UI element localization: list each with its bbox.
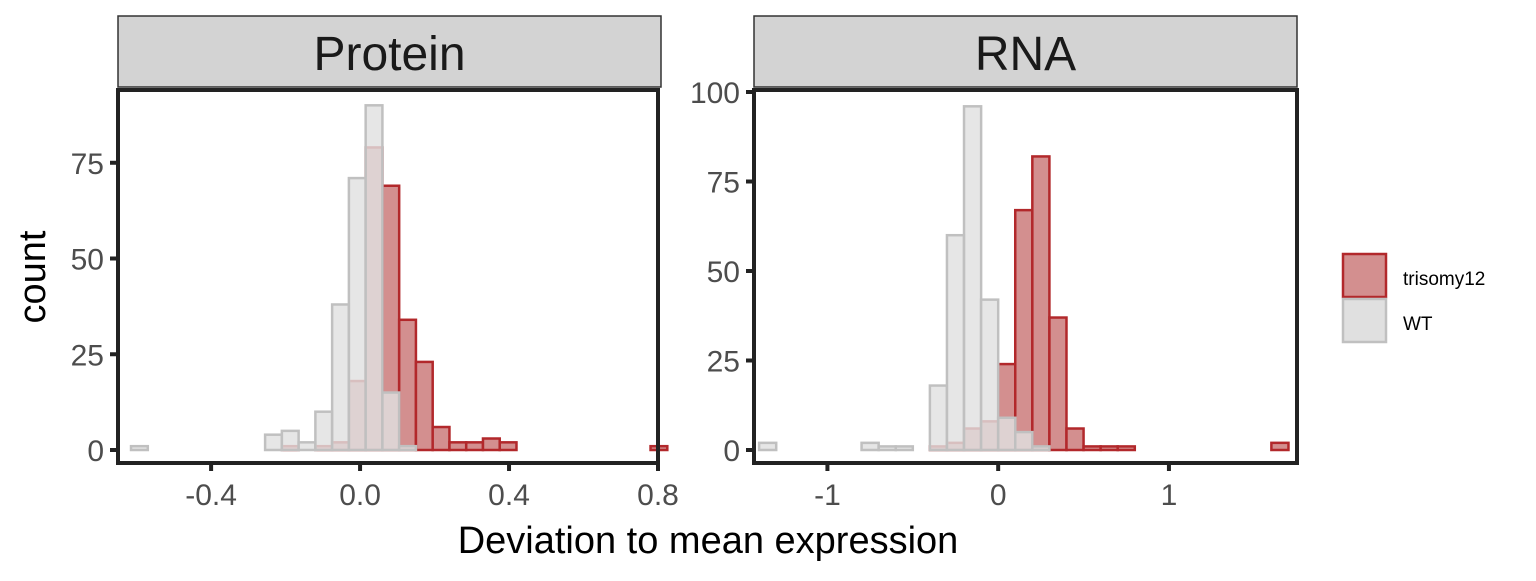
bar-rna-trisomy12-18: [1065, 427, 1085, 452]
y-axis-title: count: [12, 230, 54, 323]
y-tick-label-protein-0: 0: [87, 435, 104, 468]
bar-protein-wt-14: [364, 104, 384, 452]
legend-label-wt: WT: [1403, 314, 1433, 335]
bars-rna: [757, 105, 1290, 452]
bar-protein-wt-0: [129, 444, 150, 452]
bar-rna-wt-6: [860, 441, 880, 452]
bar-rna-wt-15: [1014, 430, 1034, 452]
x-tick-label-protein-2: 0.4: [488, 479, 530, 512]
y-axis-rna: 0 25 50 75 100: [690, 77, 754, 468]
bar-protein-trisomy12-18: [431, 425, 451, 452]
bar-protein-wt-9: [280, 429, 300, 452]
y-tick-label-rna-3: 75: [707, 167, 740, 200]
bar-rna-wt-11: [945, 233, 966, 452]
x-tick-label-protein-1: 0.0: [339, 479, 381, 512]
x-tick-label-protein-0: -0.4: [185, 479, 237, 512]
x-tick-label-protein-3: 0.8: [637, 479, 679, 512]
legend-key-trisomy12: [1341, 252, 1388, 299]
bar-rna-wt-10: [928, 384, 949, 452]
plot-border-rna: [752, 88, 1299, 465]
bar-protein-wt-16: [397, 444, 418, 452]
panel-rna: RNA 0 25 50 75 100 -1 0 1: [690, 15, 1299, 512]
bar-protein-wt-11: [314, 410, 334, 452]
strip-rna: [753, 15, 1298, 88]
bar-protein-trisomy12-22: [498, 441, 518, 452]
bar-rna-trisomy12-17: [1048, 316, 1068, 452]
y-tick-label-protein-2: 50: [71, 244, 104, 277]
legend-key-wt: [1341, 297, 1388, 344]
bar-protein-trisomy12-19: [448, 441, 468, 452]
x-axis-protein: -0.4 0.0 0.4 0.8: [185, 463, 679, 512]
legend: trisomy12 WT: [1341, 252, 1485, 344]
bar-rna-wt-8: [894, 445, 915, 452]
y-axis-protein: 0 25 50 75: [71, 148, 118, 468]
bar-protein-trisomy12-21: [481, 437, 501, 452]
x-tick-label-rna-2: 1: [1161, 479, 1178, 512]
bar-rna-trisomy12-15: [1014, 208, 1034, 452]
bar-protein-wt-12: [330, 303, 351, 452]
y-tick-label-rna-2: 50: [707, 256, 740, 289]
bar-rna-wt-13: [979, 298, 1000, 452]
panel-protein: Protein 0 25 50 75 -0.4 0.0 0.4 0.8: [71, 15, 679, 512]
plot-border-protein: [116, 88, 660, 465]
strip-title-protein: Protein: [313, 28, 465, 81]
x-tick-label-rna-1: 0: [990, 479, 1007, 512]
bar-protein-wt-10: [297, 441, 317, 452]
y-tick-label-protein-1: 25: [71, 339, 104, 372]
strip-protein: [117, 15, 662, 88]
bar-rna-trisomy12-20: [1099, 445, 1119, 452]
x-axis-rna: -1 0 1: [814, 463, 1177, 512]
y-tick-label-rna-4: 100: [690, 77, 740, 110]
bar-rna-wt-16: [1031, 445, 1051, 452]
bar-rna-trisomy12-21: [1116, 445, 1137, 452]
y-tick-label-rna-0: 0: [723, 435, 740, 468]
bar-rna-trisomy12-30: [1270, 441, 1290, 452]
bar-rna-wt-14: [996, 416, 1017, 452]
bars-protein: [129, 104, 669, 452]
bar-protein-trisomy12-17: [414, 360, 434, 452]
bar-protein-wt-15: [381, 391, 401, 452]
bar-protein-trisomy12-20: [464, 441, 485, 452]
strip-title-rna: RNA: [975, 28, 1076, 81]
bar-rna-wt-0: [757, 441, 778, 452]
legend-label-trisomy12: trisomy12: [1403, 269, 1485, 290]
y-tick-label-rna-1: 25: [707, 346, 740, 379]
x-tick-label-rna-0: -1: [814, 479, 841, 512]
y-tick-label-protein-3: 75: [71, 148, 104, 181]
bar-rna-wt-7: [877, 445, 897, 452]
bar-rna-wt-12: [962, 105, 983, 452]
bar-rna-trisomy12-16: [1031, 155, 1051, 452]
bar-protein-trisomy12-16: [397, 318, 418, 452]
bar-protein-wt-13: [347, 176, 367, 452]
bar-protein-wt-8: [263, 433, 284, 452]
x-axis-title: Deviation to mean expression: [458, 520, 959, 562]
bar-rna-trisomy12-19: [1082, 445, 1102, 452]
